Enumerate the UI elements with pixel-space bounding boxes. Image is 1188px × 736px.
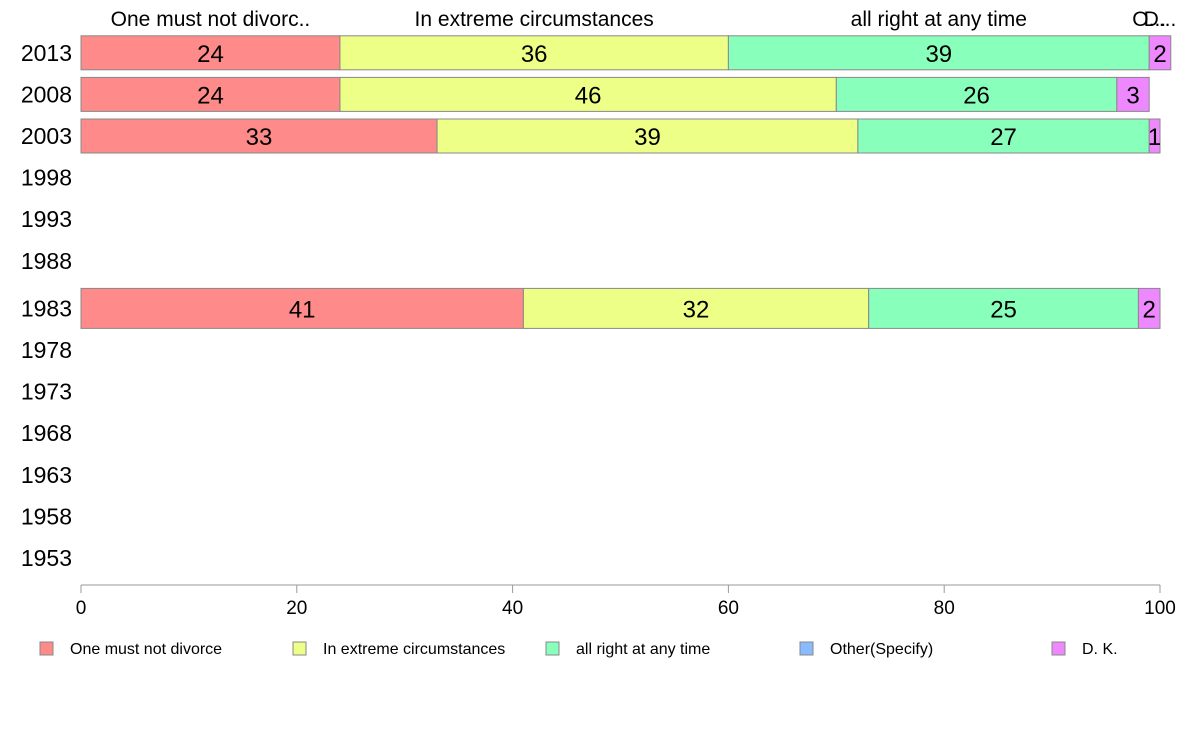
year-label-1983: 1983: [21, 295, 72, 321]
year-label-1953: 1953: [21, 545, 72, 571]
bar-2003-d-k: [1148, 118, 1161, 154]
x-tick-label-0: 0: [76, 598, 87, 619]
top-labels: One must not divorc.. In extreme circumst…: [111, 8, 1177, 31]
year-label-1998: 1998: [21, 165, 72, 191]
top-label-in-extreme-circumstances: In extreme circumstances: [415, 8, 654, 31]
x-tick-label-60: 60: [718, 598, 739, 619]
bar-label-1983-one-must-not-divorce: 41: [289, 296, 316, 323]
legend-swatch-in-extreme-circumstances: [292, 641, 307, 656]
bar-label-1983-all-right-at-any-time: 25: [990, 296, 1017, 323]
year-label-2008: 2008: [21, 81, 72, 107]
bar-2008-d-k: [1116, 76, 1150, 112]
bar-2003-in-extreme-circumstances: [436, 118, 859, 154]
bar-2013-d-k: [1148, 35, 1172, 71]
bar-1983-all-right-at-any-time: [868, 287, 1139, 329]
bar-label-2008-d-k: 3: [1126, 82, 1139, 109]
bar-label-2013-d-k: 2: [1153, 41, 1166, 68]
bar-label-2013-in-extreme-circumstances: 36: [521, 41, 548, 68]
top-label-all-right-at-any-time: all right at any time: [851, 8, 1027, 31]
bar-1983-d-k: [1137, 287, 1161, 329]
bar-2008-all-right-at-any-time: [835, 76, 1118, 112]
legend-label-d-k: D. K.: [1082, 641, 1118, 658]
bars: 24 36 39 224 46 26 333 39 27 141 32 25 2: [80, 35, 1172, 329]
x-axis: 0 20 40 60 80 100: [76, 584, 1176, 619]
bar-2003-all-right-at-any-time: [857, 118, 1150, 154]
bar-label-2003-in-extreme-circumstances: 39: [634, 124, 661, 151]
legend-swatch-all-right-at-any-time: [545, 641, 560, 656]
year-label-1973: 1973: [21, 379, 72, 405]
x-tick-label-40: 40: [502, 598, 523, 619]
legend: One must not divorce In extreme circumsta…: [39, 641, 1118, 658]
year-label-1958: 1958: [21, 503, 72, 529]
bar-label-2008-all-right-at-any-time: 26: [963, 82, 990, 109]
bar-2003-one-must-not-divorce: [80, 118, 438, 154]
bar-label-2013-all-right-at-any-time: 39: [925, 41, 952, 68]
year-label-1968: 1968: [21, 420, 72, 446]
top-label-one-must-not-divorce: One must not divorc..: [111, 8, 311, 31]
legend-label-other-specify: Other(Specify): [830, 641, 933, 658]
top-label-other-specify: O...: [1132, 8, 1166, 31]
legend-swatch-d-k: [1051, 641, 1066, 656]
legend-label-in-extreme-circumstances: In extreme circumstances: [323, 641, 505, 658]
legend-label-one-must-not-divorce: One must not divorce: [70, 641, 222, 658]
legend-label-all-right-at-any-time: all right at any time: [576, 641, 710, 658]
top-label-d-k: D...: [1144, 8, 1177, 31]
bar-2008-one-must-not-divorce: [80, 76, 341, 112]
bar-2008-in-extreme-circumstances: [339, 76, 837, 112]
bar-2013-in-extreme-circumstances: [339, 35, 729, 71]
bar-1983-one-must-not-divorce: [80, 287, 524, 329]
bar-label-1983-in-extreme-circumstances: 32: [683, 296, 710, 323]
x-tick-label-20: 20: [286, 598, 307, 619]
x-tick-label-80: 80: [934, 598, 955, 619]
bar-label-2003-one-must-not-divorce: 33: [246, 124, 273, 151]
year-label-1988: 1988: [21, 248, 72, 274]
bar-label-2008-in-extreme-circumstances: 46: [575, 82, 602, 109]
year-label-1978: 1978: [21, 337, 72, 363]
bar-label-2008-one-must-not-divorce: 24: [197, 82, 224, 109]
bar-label-2003-all-right-at-any-time: 27: [990, 124, 1017, 151]
bar-1983-in-extreme-circumstances: [522, 287, 870, 329]
legend-swatch-other-specify: [799, 641, 814, 656]
x-tick-label-100: 100: [1144, 598, 1176, 619]
bar-label-2013-one-must-not-divorce: 24: [197, 41, 224, 68]
year-label-1963: 1963: [21, 462, 72, 488]
bar-label-2003-d-k: 1: [1148, 124, 1161, 151]
year-label-2003: 2003: [21, 123, 72, 149]
year-labels: 2013 2008 2003 1998 1993 1988 1983 1978 1973 1968…: [21, 40, 72, 571]
year-label-1993: 1993: [21, 206, 72, 232]
year-label-2013: 2013: [21, 40, 72, 66]
legend-swatch-one-must-not-divorce: [39, 641, 54, 656]
bar-label-1983-d-k: 2: [1143, 296, 1156, 323]
